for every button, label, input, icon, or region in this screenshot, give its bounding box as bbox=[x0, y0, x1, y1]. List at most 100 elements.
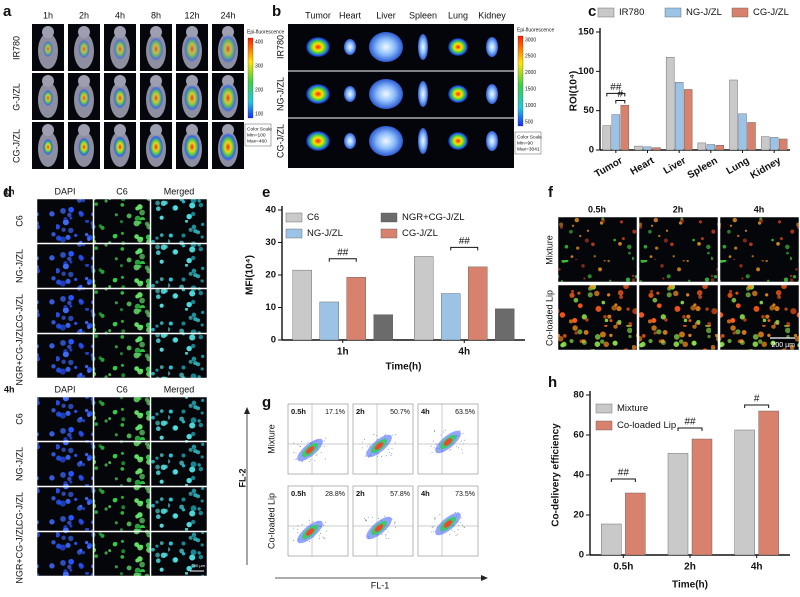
column-label: 4h bbox=[754, 204, 765, 214]
row-label: CG-J/ZL bbox=[14, 294, 24, 328]
micrograph bbox=[150, 441, 208, 487]
event bbox=[322, 536, 324, 538]
column-label: Spleen bbox=[409, 10, 437, 20]
column-label: 2h bbox=[673, 204, 684, 214]
event-density bbox=[374, 524, 384, 532]
event bbox=[440, 434, 442, 436]
mouse-head bbox=[78, 124, 90, 136]
bar bbox=[611, 114, 621, 151]
color-scale-box bbox=[514, 131, 542, 155]
event bbox=[431, 531, 433, 533]
event bbox=[457, 529, 459, 531]
event bbox=[455, 534, 457, 536]
event bbox=[439, 514, 441, 516]
significance-label: ## bbox=[610, 82, 622, 93]
organ bbox=[448, 132, 468, 150]
row-label: NGR+CG-J/ZL bbox=[14, 524, 24, 583]
micrograph bbox=[36, 486, 94, 532]
event bbox=[297, 532, 299, 534]
event bbox=[434, 518, 436, 520]
row-label: Co-loaded Lip bbox=[544, 290, 554, 346]
bar bbox=[760, 136, 770, 151]
micrograph bbox=[93, 198, 151, 244]
legend-swatch bbox=[664, 7, 682, 18]
event bbox=[459, 430, 461, 432]
event bbox=[320, 451, 322, 453]
event bbox=[295, 452, 297, 454]
event bbox=[377, 517, 379, 519]
organ bbox=[418, 81, 428, 107]
x-tick-label: 1h bbox=[337, 347, 349, 358]
bar bbox=[620, 104, 630, 151]
event bbox=[325, 437, 327, 439]
significance-label: ## bbox=[337, 247, 349, 258]
colorbar-title: Epi-fluorescence bbox=[247, 29, 284, 35]
event bbox=[431, 526, 433, 528]
micrograph bbox=[150, 243, 208, 289]
time-label: 0.5h bbox=[291, 489, 306, 498]
legend-swatch bbox=[285, 212, 303, 223]
color-scale-text: Max=460 bbox=[247, 138, 267, 144]
event bbox=[385, 537, 387, 539]
mouse-head bbox=[114, 75, 126, 87]
organ bbox=[369, 126, 403, 156]
event bbox=[393, 523, 395, 525]
bar bbox=[769, 137, 779, 151]
micrograph bbox=[93, 288, 151, 334]
row-label: C6 bbox=[14, 215, 24, 227]
event bbox=[325, 522, 327, 524]
fluorescence bbox=[219, 133, 237, 161]
x-tick-label: Kidney bbox=[749, 155, 784, 181]
event bbox=[364, 455, 366, 457]
event bbox=[394, 442, 396, 444]
y-tick-label: 100 bbox=[578, 66, 594, 77]
micrograph bbox=[93, 333, 151, 379]
y-tick-label: 150 bbox=[578, 27, 594, 38]
bar bbox=[601, 523, 622, 556]
bar bbox=[778, 138, 788, 151]
significance-bracket bbox=[328, 258, 357, 262]
column-label: 0.5h bbox=[588, 204, 606, 214]
event bbox=[318, 538, 320, 540]
organ bbox=[306, 131, 330, 151]
event bbox=[464, 439, 466, 441]
fluorescence bbox=[184, 36, 200, 62]
y-tick-label: 40 bbox=[265, 205, 276, 216]
event bbox=[293, 452, 295, 454]
fluorescence bbox=[113, 87, 127, 109]
column-label: Heart bbox=[339, 10, 362, 20]
micrograph bbox=[150, 333, 208, 379]
column-label: DAPI bbox=[54, 186, 75, 196]
legend-swatch bbox=[380, 228, 398, 239]
significance-label: # bbox=[754, 394, 760, 405]
event bbox=[433, 530, 435, 532]
micrograph bbox=[36, 531, 94, 577]
mouse-head bbox=[150, 124, 162, 136]
x-axis-label: Time(h) bbox=[672, 580, 708, 591]
colorbar-tick: 2500 bbox=[525, 54, 536, 60]
event bbox=[307, 441, 309, 443]
x-tick-label: Lung bbox=[725, 155, 752, 177]
y-tick-label: 40 bbox=[573, 470, 584, 481]
organ bbox=[486, 84, 498, 104]
significance-bracket bbox=[744, 404, 770, 408]
column-label: Lung bbox=[448, 10, 468, 20]
bar bbox=[729, 79, 738, 151]
time-label: 0.5h bbox=[291, 407, 306, 416]
micrograph bbox=[36, 198, 94, 244]
row-label: NG-J/ZL bbox=[275, 77, 285, 111]
panel-letter: b bbox=[272, 3, 281, 20]
bar bbox=[758, 410, 779, 556]
event bbox=[444, 429, 446, 431]
event bbox=[294, 458, 296, 460]
panel-letter: e bbox=[262, 184, 270, 201]
fluorescence bbox=[184, 85, 200, 111]
organ bbox=[418, 128, 428, 154]
time-label: 2h bbox=[356, 407, 365, 416]
event bbox=[394, 521, 396, 523]
micrograph bbox=[36, 288, 94, 334]
micrograph bbox=[150, 198, 208, 244]
event bbox=[430, 445, 432, 447]
